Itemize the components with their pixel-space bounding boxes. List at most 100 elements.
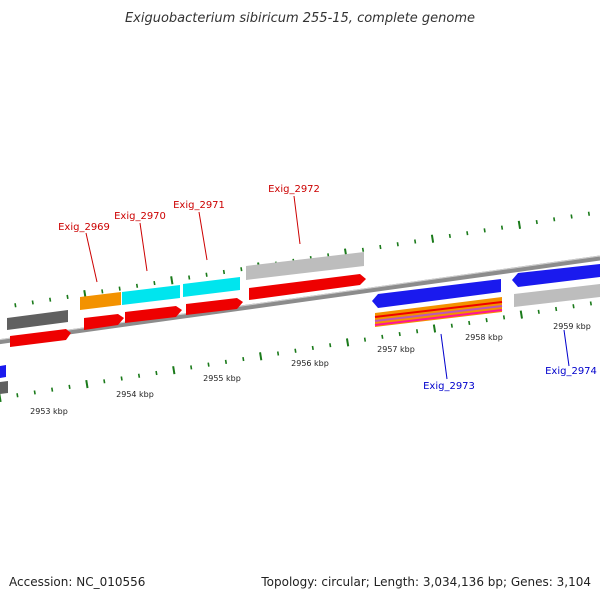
inner-tick-17 [294, 348, 297, 353]
leader-line-2974 [563, 329, 570, 367]
gene-arrow-fwd-3 [186, 298, 243, 315]
gene-label-2971[interactable]: Exig_2971 [173, 200, 225, 211]
outer-tick-34 [587, 211, 591, 216]
inner-tick-29 [502, 315, 506, 320]
feature-orange [80, 292, 121, 310]
inner-tick-25 [432, 324, 437, 333]
inner-tick-33 [572, 304, 575, 309]
feature-striped-band-1 [374, 301, 503, 318]
tick-label-2955: 2955 kbp [203, 374, 241, 383]
inner-tick-12 [207, 362, 210, 367]
accession-text: Accession: NC_010556 [9, 575, 145, 589]
tick-label-2956: 2956 kbp [291, 359, 329, 368]
outer-tick-12 [205, 272, 208, 277]
inner-tick-19 [329, 343, 332, 348]
outer-tick-1 [14, 303, 17, 308]
forward-genes [10, 274, 366, 347]
tick-row-outer [14, 211, 591, 308]
reverse-genes [0, 264, 600, 378]
leader-lines [85, 195, 570, 380]
outer-tick-23 [396, 242, 399, 247]
inner-tick-2 [33, 390, 36, 395]
feature-striped-band-2 [374, 305, 503, 322]
feature-lightgray-2 [514, 284, 600, 307]
outer-tick-33 [570, 214, 573, 219]
outer-tick-22 [379, 244, 382, 250]
leader-line-2969 [85, 232, 98, 283]
inner-tick-0 [0, 393, 2, 403]
inner-tick-34 [589, 301, 592, 306]
outer-tick-6 [101, 289, 104, 294]
map-title: Exiguobacterium sibiricum 255-15, comple… [125, 11, 475, 26]
outer-tick-21 [361, 247, 365, 252]
outer-tick-14 [240, 267, 243, 272]
gene-arrow-fwd-2 [125, 306, 182, 323]
feature-striped-band-3 [374, 309, 503, 326]
gene-label-2973[interactable]: Exig_2973 [423, 381, 475, 392]
outer-tick-13 [222, 269, 226, 275]
gene-arrow-rev-1 [512, 264, 600, 287]
feature-gray-edge [0, 381, 8, 394]
inner-tick-32 [555, 306, 558, 312]
inner-tick-7 [120, 376, 123, 381]
inner-tick-30 [519, 310, 523, 319]
feature-striped [375, 297, 502, 327]
inner-tick-18 [311, 345, 314, 351]
inner-tick-8 [137, 373, 141, 378]
tick-label-2958: 2958 kbp [465, 333, 503, 342]
outer-tick-4 [66, 294, 69, 300]
inner-tick-14 [242, 356, 245, 362]
outer-tick-29 [500, 225, 504, 230]
gene-arrow-fwd-1 [84, 314, 124, 330]
gene-arrow-rev-edge [0, 365, 6, 378]
inner-tick-9 [155, 370, 158, 376]
tick-label-2957: 2957 kbp [377, 345, 415, 354]
gene-label-2972[interactable]: Exig_2972 [268, 184, 320, 195]
inner-tick-24 [415, 329, 419, 334]
feature-gray-1 [7, 310, 68, 330]
feature-track-upper [7, 252, 364, 330]
gene-arrow-fwd-4 [249, 274, 366, 300]
outer-tick-25 [430, 234, 435, 243]
inner-tick-27 [468, 320, 471, 326]
outer-tick-8 [135, 283, 139, 288]
outer-tick-9 [153, 280, 156, 286]
outer-tick-10 [170, 276, 174, 285]
inner-tick-21 [363, 337, 367, 342]
inner-tick-20 [345, 338, 350, 347]
gene-label-2974[interactable]: Exig_2974 [545, 366, 597, 377]
leader-line-2972 [293, 195, 301, 245]
gene-label-2970[interactable]: Exig_2970 [114, 211, 166, 222]
gene-label-2969[interactable]: Exig_2969 [58, 222, 110, 233]
outer-tick-7 [118, 286, 121, 291]
feature-track-lower [0, 284, 600, 394]
inner-tick-31 [537, 309, 540, 314]
outer-tick-30 [517, 220, 522, 229]
tick-row-inner [0, 301, 592, 403]
gene-arrow-rev-0 [372, 279, 501, 308]
inner-tick-15 [259, 352, 263, 361]
gene-labels: Exig_2969 Exig_2970 Exig_2971 Exig_2972 … [58, 184, 597, 392]
outer-tick-26 [448, 233, 451, 239]
tick-label-2954: 2954 kbp [116, 390, 154, 399]
inner-tick-22 [381, 334, 384, 339]
inner-tick-3 [51, 387, 54, 392]
inner-tick-23 [398, 331, 401, 337]
leader-line-2973 [440, 333, 448, 380]
summary-text: Topology: circular; Length: 3,034,136 bp… [260, 575, 591, 589]
feature-lightgray-1 [246, 252, 364, 280]
inner-tick-13 [224, 359, 228, 364]
outer-tick-28 [483, 228, 486, 233]
feature-cyan-1 [122, 285, 180, 305]
leader-line-2971 [198, 211, 208, 261]
inner-tick-11 [190, 365, 193, 370]
tick-label-2953: 2953 kbp [30, 407, 68, 416]
outer-tick-31 [535, 219, 538, 225]
outer-tick-27 [466, 231, 469, 236]
outer-tick-32 [553, 217, 556, 222]
inner-tick-28 [485, 318, 488, 323]
gene-arrow-fwd-0 [10, 329, 71, 347]
inner-tick-16 [276, 351, 280, 356]
outer-tick-11 [188, 275, 191, 280]
